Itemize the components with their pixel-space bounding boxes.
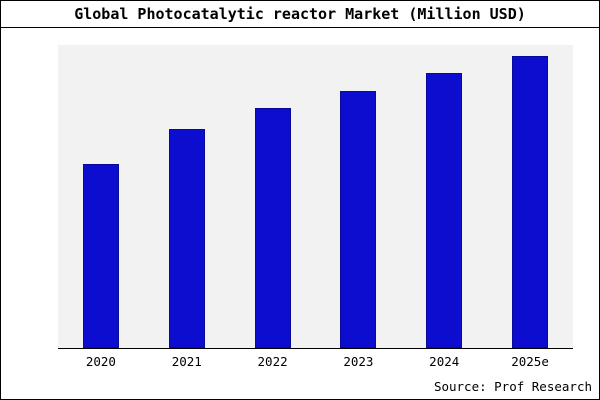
bar-slot-2022 xyxy=(230,45,316,348)
source-credit: Source: Prof Research xyxy=(433,379,592,394)
x-tick-2022: 2022 xyxy=(257,354,288,369)
bar-slot-2021 xyxy=(144,45,230,348)
bar-2021 xyxy=(168,128,205,348)
x-tick-row: 2020 2021 2022 2023 2024 2025e xyxy=(58,354,573,369)
bar-2024 xyxy=(426,73,463,348)
x-tick-2021: 2021 xyxy=(171,354,202,369)
x-tick-2023: 2023 xyxy=(343,354,374,369)
bar-slot-2025e xyxy=(487,45,573,348)
bar-slot-2024 xyxy=(401,45,487,348)
plot-area xyxy=(58,45,573,349)
x-tick-2024: 2024 xyxy=(429,354,460,369)
chart-title: Global Photocatalytic reactor Market (Mi… xyxy=(74,5,526,23)
bar-2020 xyxy=(82,163,119,348)
bar-2025e xyxy=(512,55,549,348)
bar-2022 xyxy=(254,108,291,348)
bars xyxy=(58,45,573,348)
bar-slot-2023 xyxy=(315,45,401,348)
chart-title-bar: Global Photocatalytic reactor Market (Mi… xyxy=(1,1,599,28)
bar-2023 xyxy=(340,90,377,348)
bar-slot-2020 xyxy=(58,45,144,348)
x-tick-2020: 2020 xyxy=(85,354,116,369)
x-tick-2025e: 2025e xyxy=(511,354,549,369)
